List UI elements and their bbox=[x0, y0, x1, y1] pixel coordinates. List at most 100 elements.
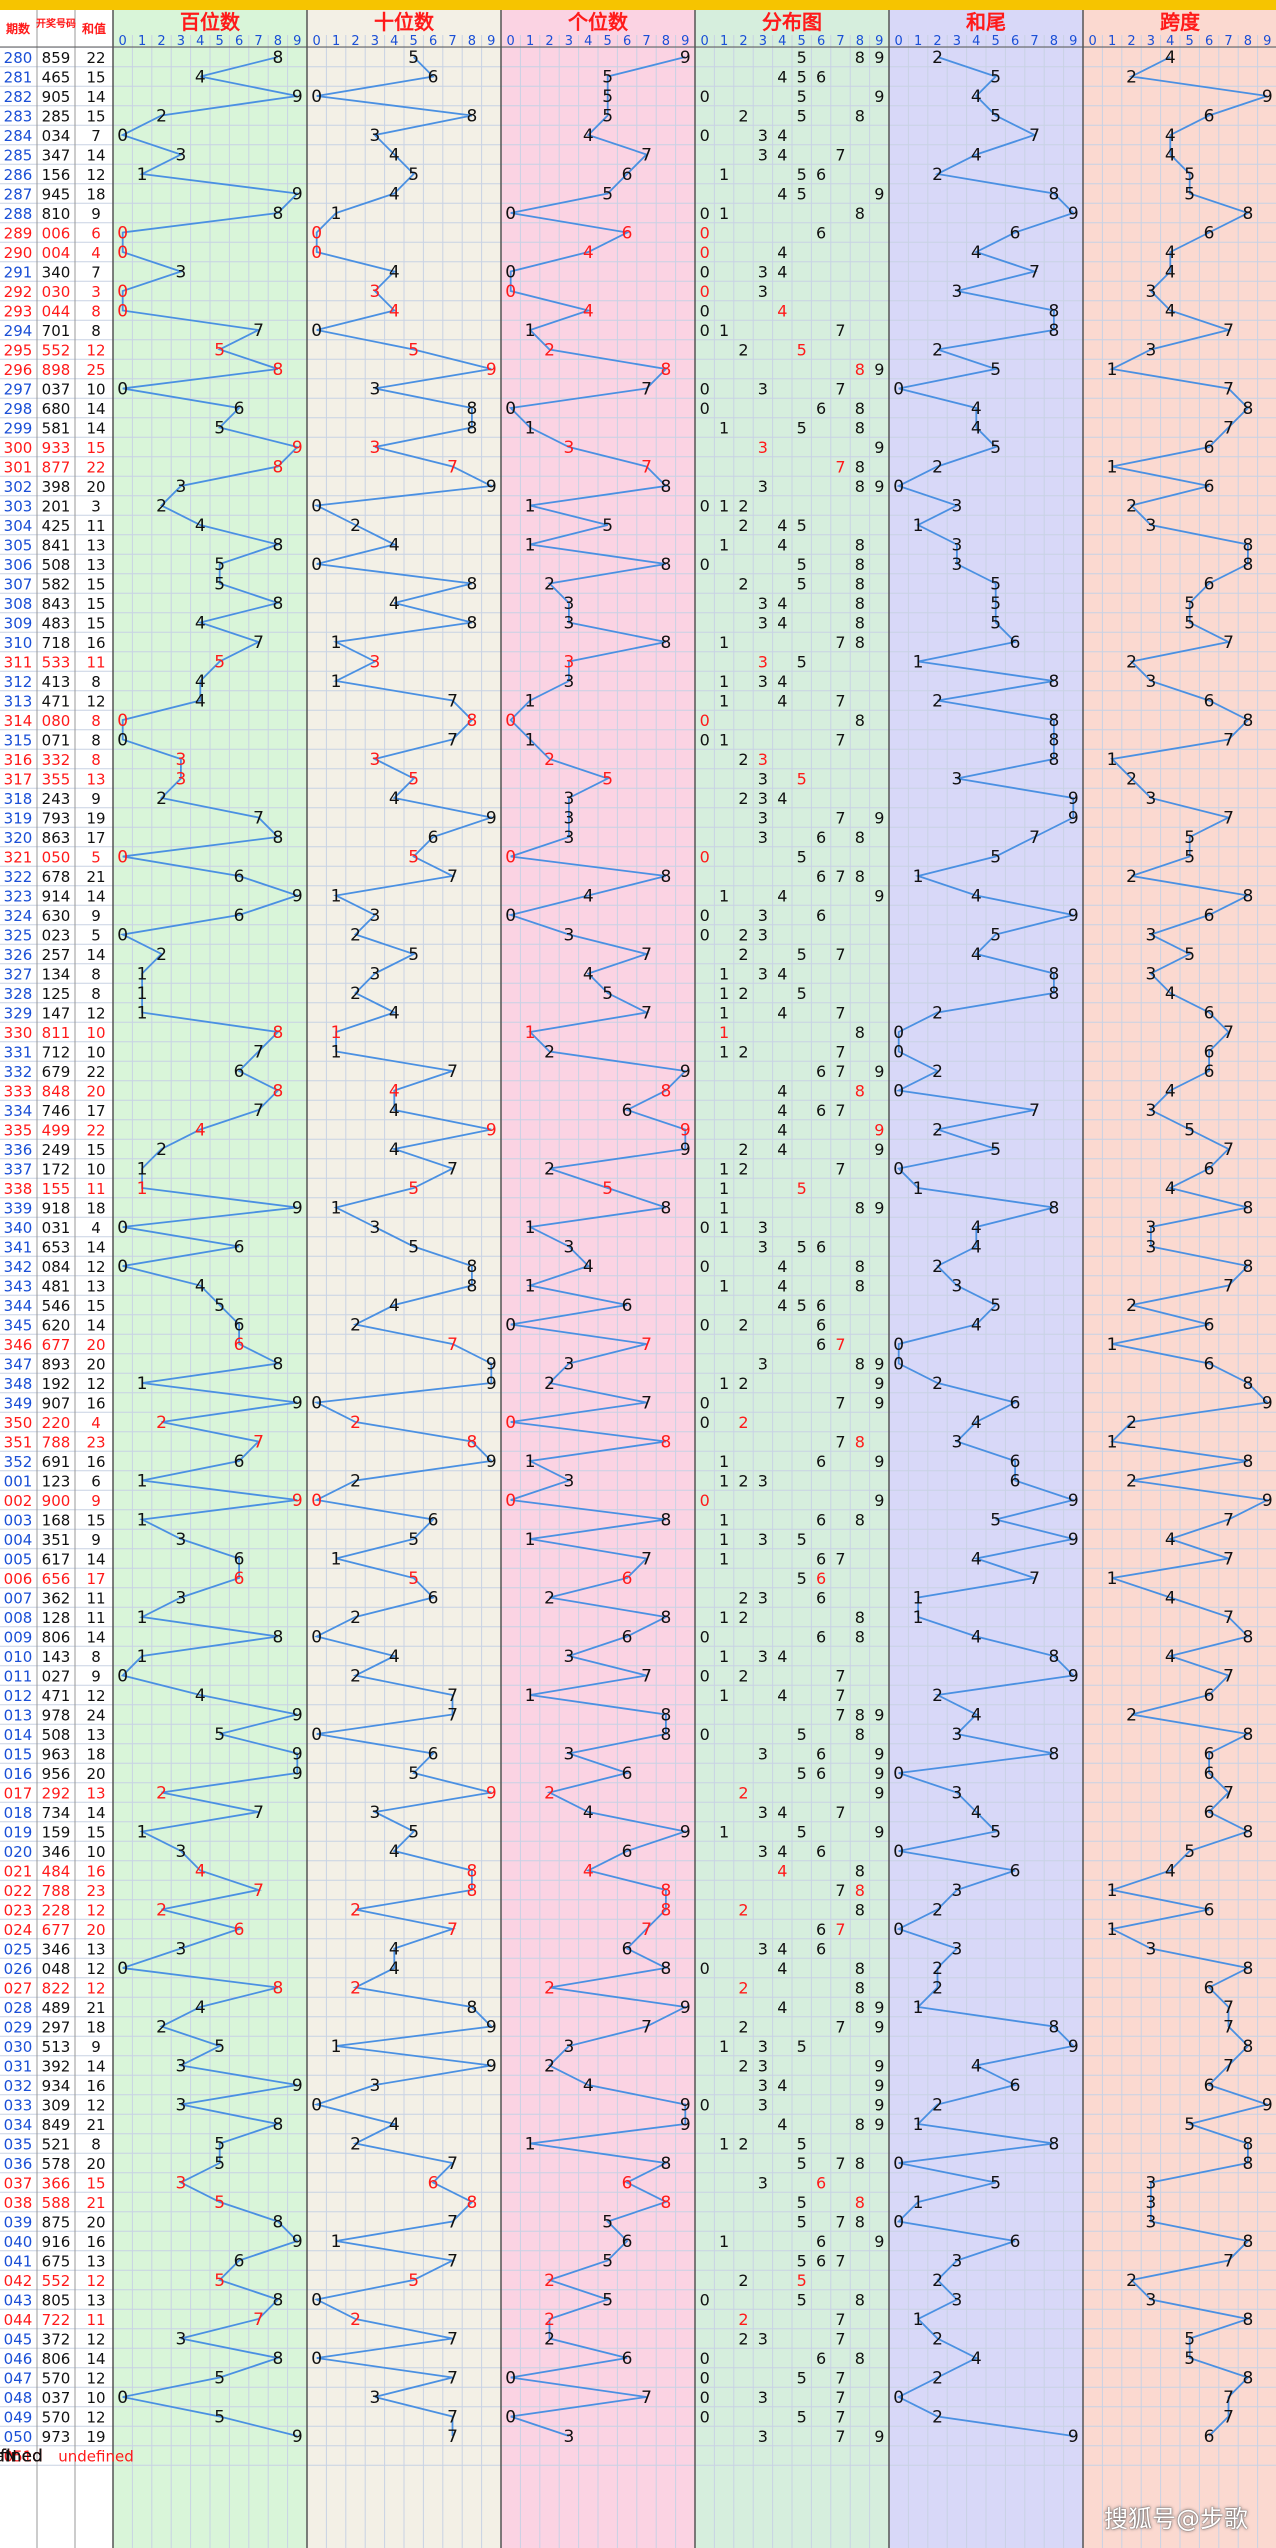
trend-mark: 9 bbox=[292, 87, 303, 107]
header-digit: 6 bbox=[623, 34, 631, 49]
distribution-mark: 8 bbox=[855, 1082, 865, 1101]
trend-mark: 5 bbox=[602, 87, 613, 107]
distribution-mark: 2 bbox=[738, 575, 748, 594]
draw-number: 346 bbox=[42, 1941, 71, 1959]
trend-mark: 6 bbox=[234, 1316, 245, 1336]
distribution-mark: 8 bbox=[855, 536, 865, 555]
distribution-mark: 0 bbox=[700, 2349, 710, 2368]
sum-value: 13 bbox=[86, 556, 105, 574]
trend-mark: 4 bbox=[971, 1550, 982, 1570]
distribution-mark: 2 bbox=[738, 2135, 748, 2154]
trend-mark: 9 bbox=[1068, 1667, 1079, 1687]
trend-mark: 1 bbox=[331, 1023, 342, 1043]
trend-mark: 4 bbox=[389, 185, 400, 205]
sum-value: 20 bbox=[86, 1765, 105, 1783]
trend-mark: 3 bbox=[563, 1647, 574, 1667]
sum-value: 8 bbox=[91, 673, 101, 691]
trend-mark: 0 bbox=[311, 2349, 322, 2369]
distribution-mark: 6 bbox=[816, 867, 826, 886]
distribution-mark: 9 bbox=[874, 1374, 884, 1393]
issue-number: 342 bbox=[4, 1258, 33, 1276]
sum-value: 9 bbox=[91, 790, 101, 808]
trend-mark: 2 bbox=[156, 945, 167, 965]
distribution-mark: 6 bbox=[816, 2252, 826, 2271]
trend-mark: 3 bbox=[175, 2174, 186, 2194]
distribution-mark: 0 bbox=[700, 243, 710, 262]
distribution-mark: 1 bbox=[719, 887, 729, 906]
trend-mark: 7 bbox=[253, 1101, 264, 1121]
distribution-mark: 4 bbox=[777, 1121, 787, 1140]
distribution-mark: 7 bbox=[835, 1043, 845, 1062]
trend-mark: 2 bbox=[932, 1959, 943, 1979]
trend-mark: 3 bbox=[369, 126, 380, 146]
trend-mark: 9 bbox=[1068, 1491, 1079, 1511]
distribution-mark: 8 bbox=[855, 828, 865, 847]
trend-mark: 0 bbox=[311, 224, 322, 244]
distribution-mark: 3 bbox=[758, 438, 768, 457]
distribution-mark: 3 bbox=[758, 282, 768, 301]
sum-value: undefined bbox=[58, 2448, 133, 2466]
trend-mark: 0 bbox=[893, 2213, 904, 2233]
trend-mark: 8 bbox=[466, 1433, 477, 1453]
trend-mark: 7 bbox=[641, 2018, 652, 2038]
draw-number: 546 bbox=[42, 1297, 71, 1315]
header-digit: 8 bbox=[1050, 34, 1058, 49]
distribution-mark: 3 bbox=[758, 1218, 768, 1237]
draw-number: 030 bbox=[42, 283, 71, 301]
trend-mark: 5 bbox=[1184, 848, 1195, 868]
sum-value: 17 bbox=[86, 1102, 105, 1120]
header-digit: 9 bbox=[293, 34, 301, 49]
draw-number: 355 bbox=[42, 771, 71, 789]
trend-mark: 2 bbox=[932, 48, 943, 68]
distribution-mark: 1 bbox=[719, 1511, 729, 1530]
trend-mark: 9 bbox=[1262, 1394, 1273, 1414]
issue-number: 032 bbox=[4, 2077, 33, 2095]
header-digit: 8 bbox=[468, 34, 476, 49]
trend-mark: 3 bbox=[175, 1589, 186, 1609]
sum-value: 8 bbox=[91, 732, 101, 750]
header-digit: 1 bbox=[332, 34, 340, 49]
distribution-mark: 9 bbox=[874, 1140, 884, 1159]
trend-mark: 3 bbox=[369, 1803, 380, 1823]
trend-mark: 5 bbox=[408, 341, 419, 361]
distribution-mark: 8 bbox=[855, 2193, 865, 2212]
trend-mark: 5 bbox=[990, 1296, 1001, 1316]
trend-mark: 8 bbox=[272, 594, 283, 614]
trend-mark: 2 bbox=[932, 1121, 943, 1141]
issue-number: 285 bbox=[4, 147, 33, 165]
distribution-mark: 7 bbox=[835, 1803, 845, 1822]
distribution-mark: 3 bbox=[758, 1238, 768, 1257]
issue-number: 015 bbox=[4, 1746, 33, 1764]
sum-value: 15 bbox=[86, 2175, 105, 2193]
trend-mark: 9 bbox=[1068, 2037, 1079, 2057]
header-sum: 和值 bbox=[81, 21, 106, 36]
trend-mark: 5 bbox=[214, 575, 225, 595]
trend-mark: 2 bbox=[932, 1686, 943, 1706]
distribution-mark: 0 bbox=[700, 1394, 710, 1413]
trend-mark: 1 bbox=[1107, 1335, 1118, 1355]
trend-mark: 6 bbox=[1204, 1764, 1215, 1784]
draw-number: 863 bbox=[42, 829, 71, 847]
trend-mark: 2 bbox=[156, 1140, 167, 1160]
trend-mark: 1 bbox=[137, 965, 148, 985]
trend-mark: 8 bbox=[1048, 750, 1059, 770]
trend-mark: 3 bbox=[369, 282, 380, 302]
trend-mark: 7 bbox=[1223, 1023, 1234, 1043]
trend-mark: 9 bbox=[1262, 2096, 1273, 2116]
issue-number: 296 bbox=[4, 361, 33, 379]
trend-mark: 4 bbox=[389, 1140, 400, 1160]
distribution-mark: 7 bbox=[835, 633, 845, 652]
trend-mark: 8 bbox=[1242, 204, 1253, 224]
trend-mark: 4 bbox=[583, 887, 594, 907]
trend-mark: 2 bbox=[932, 341, 943, 361]
trend-mark: 0 bbox=[893, 1355, 904, 1375]
trend-mark: 8 bbox=[1048, 302, 1059, 322]
issue-number: 286 bbox=[4, 166, 33, 184]
trend-mark: 6 bbox=[1010, 224, 1021, 244]
distribution-mark: 2 bbox=[738, 2310, 748, 2329]
trend-mark: 3 bbox=[369, 906, 380, 926]
distribution-mark: 3 bbox=[758, 2174, 768, 2193]
trend-mark: 4 bbox=[195, 68, 206, 88]
distribution-mark: 8 bbox=[855, 107, 865, 126]
issue-number: 351 bbox=[4, 1434, 33, 1452]
